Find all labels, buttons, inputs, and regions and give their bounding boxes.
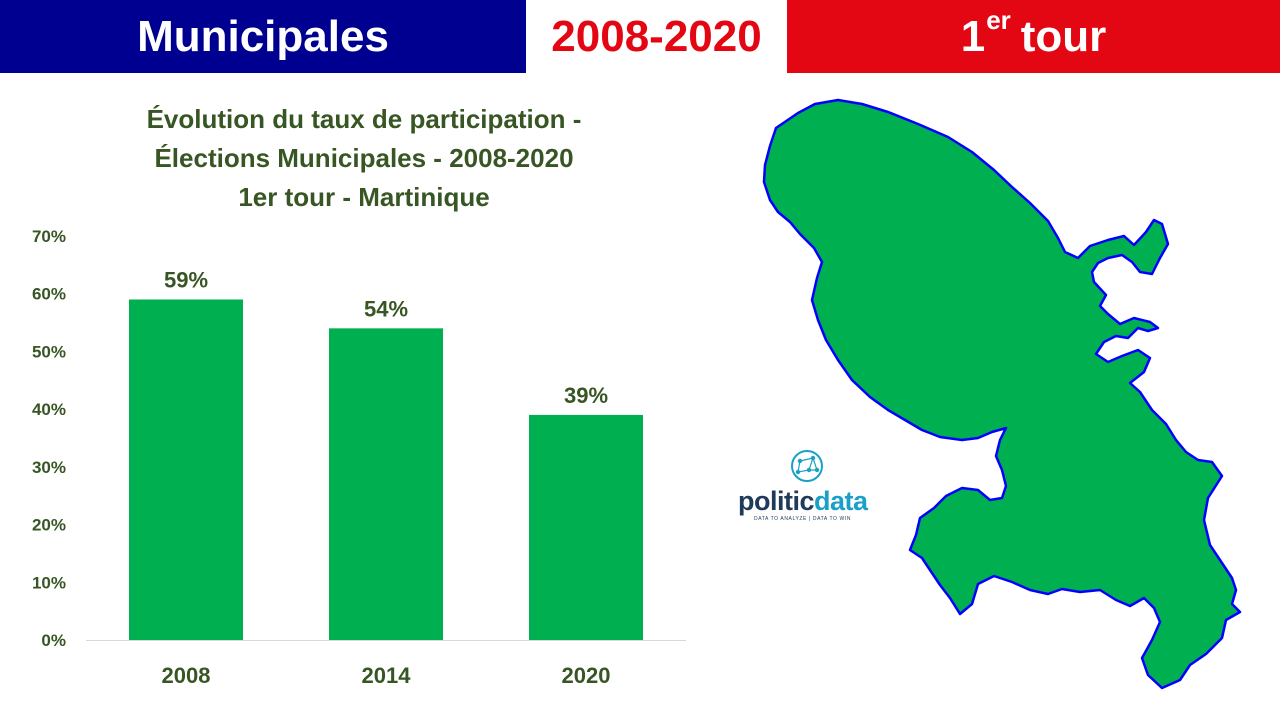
- chart-title-line-1: Évolution du taux de participation -: [146, 104, 582, 134]
- bar-2020: [529, 414, 643, 640]
- header-tour: 1 er tour: [787, 0, 1280, 73]
- data-label-2008: 59%: [164, 267, 208, 292]
- martinique-island-shape: [762, 98, 1242, 690]
- header-right-word: tour: [1020, 11, 1107, 61]
- header-middle-title: 2008-2020: [551, 11, 762, 61]
- chart-title: Évolution du taux de participation - Éle…: [86, 100, 642, 217]
- data-label-2014: 54%: [364, 296, 408, 321]
- logo-tagline: DATA TO ANALYZE | DATA TO WIN: [754, 516, 852, 522]
- y-tick-label: 70%: [32, 227, 66, 246]
- y-tick-label: 40%: [32, 400, 66, 419]
- network-globe-icon: [791, 450, 823, 482]
- header-left-title: Municipales: [137, 11, 389, 61]
- y-tick-label: 0%: [41, 631, 66, 650]
- x-tick-label-2014: 2014: [362, 663, 412, 688]
- header-right-number: 1: [960, 11, 986, 61]
- bar-2008: [129, 299, 243, 640]
- logo-wordmark: politicdata: [738, 486, 868, 517]
- y-tick-label: 20%: [32, 516, 66, 535]
- x-tick-label-2008: 2008: [162, 663, 211, 688]
- y-tick-label: 10%: [32, 573, 66, 592]
- chart-title-line-3: 1er tour - Martinique: [238, 182, 490, 212]
- header-years: 2008-2020: [526, 0, 787, 73]
- header-municipales: Municipales: [0, 0, 526, 73]
- y-tick-label: 30%: [32, 458, 66, 477]
- chart-title-line-2: Élections Municipales - 2008-2020: [154, 143, 574, 173]
- x-tick-label-2020: 2020: [562, 663, 611, 688]
- logo-word-data: data: [814, 486, 868, 516]
- bar-2014: [329, 328, 443, 640]
- data-label-2020: 39%: [564, 383, 608, 408]
- y-tick-label: 50%: [32, 342, 66, 361]
- bar-chart: 0% 10% 20% 30% 40% 50% 60% 70% 59% 2008 54% 2014 39%…: [32, 227, 686, 688]
- logo-word-politic: politic: [738, 486, 815, 516]
- politicdata-logo: politicdata DATA TO ANALYZE | DATA TO WI…: [738, 448, 878, 524]
- header-right-sup: er: [986, 5, 1011, 35]
- y-tick-label: 60%: [32, 285, 66, 304]
